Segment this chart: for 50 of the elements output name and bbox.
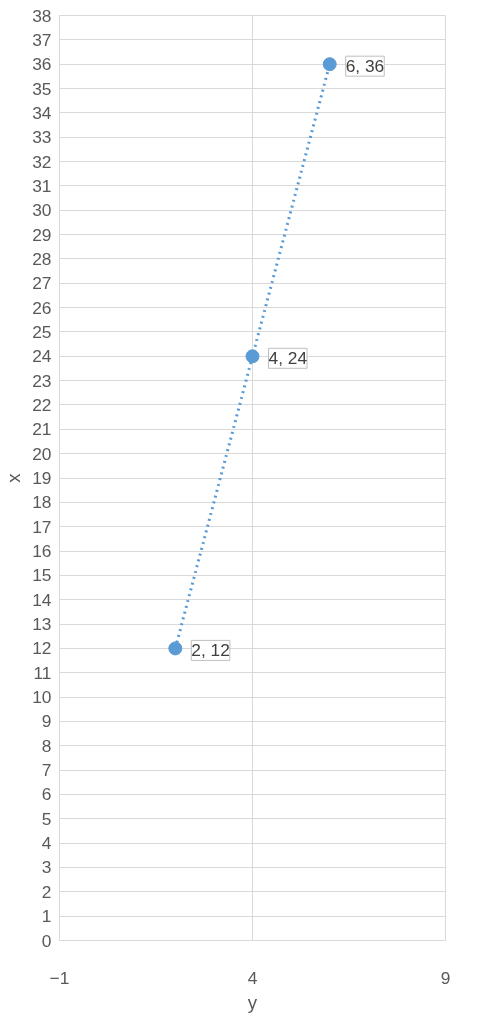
y-tick-label: 12 [32, 638, 52, 659]
y-tick-label: 18 [32, 492, 52, 513]
y-tick-label: 35 [32, 78, 52, 99]
y-tick-label: 21 [32, 419, 52, 440]
y-tick-label: 20 [32, 443, 52, 464]
y-tick-label: 28 [32, 248, 52, 269]
y-tick-label: 23 [32, 370, 52, 391]
y-tick-label: 3 [41, 857, 52, 878]
y-tick-label: 14 [32, 589, 52, 610]
y-tick-label: 4 [41, 833, 52, 854]
y-axis-title: x [3, 472, 25, 483]
y-tick-label: 24 [32, 346, 52, 367]
data-label: 2, 12 [191, 640, 230, 661]
y-tick-label: 22 [32, 394, 52, 415]
y-tick-label: 0 [41, 930, 52, 951]
y-tick-label: 33 [32, 127, 52, 148]
y-tick-label: 36 [32, 54, 52, 75]
y-tick-label: 15 [32, 565, 52, 586]
y-tick-label: 8 [41, 735, 52, 756]
data-label: 6, 36 [345, 56, 385, 77]
x-tick-label: 9 [440, 967, 451, 988]
x-tick-label: −1 [49, 967, 70, 988]
point [168, 641, 183, 656]
y-tick-label: 10 [32, 687, 52, 708]
y-tick-label: 27 [32, 273, 52, 294]
y-tick-label: 38 [32, 5, 52, 26]
y-tick-label: 29 [32, 224, 52, 245]
y-tick-label: 34 [32, 102, 52, 123]
y-tick-label: 2 [41, 881, 52, 902]
y-tick-label: 11 [33, 662, 52, 683]
y-tick-label: 31 [32, 175, 52, 196]
y-tick-label: 26 [32, 297, 52, 318]
y-tick-label: 30 [32, 200, 52, 221]
y-tick-label: 37 [32, 29, 52, 50]
point [322, 57, 337, 72]
y-tick-label: 25 [32, 321, 52, 342]
y-tick-label: 5 [41, 808, 52, 829]
y-tick-label: 17 [32, 516, 52, 537]
y-tick-label: 19 [32, 468, 52, 488]
y-tick-label: 13 [32, 614, 52, 635]
y-tick-label: 1 [41, 906, 52, 927]
data-label: 4, 24 [268, 348, 308, 369]
y-tick-label: 32 [32, 151, 52, 172]
y-tick-label: 9 [41, 711, 52, 732]
y-tick-label: 6 [41, 784, 52, 805]
x-axis-title: y [247, 991, 258, 1013]
point [245, 349, 260, 364]
x-tick-label: 4 [247, 967, 258, 988]
y-tick-label: 7 [41, 760, 52, 781]
y-tick-label: 16 [32, 541, 52, 562]
